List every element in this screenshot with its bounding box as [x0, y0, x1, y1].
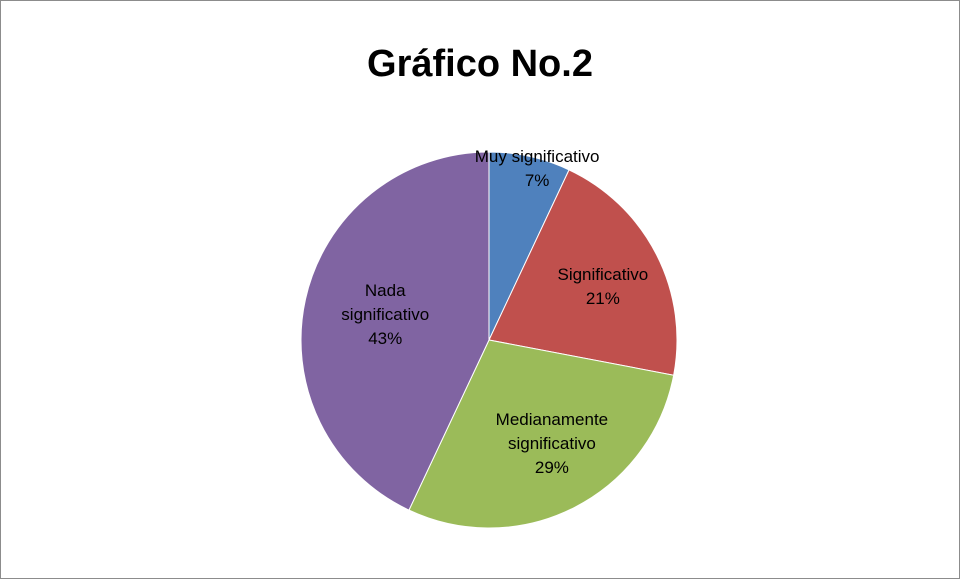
slice-percent: 7% — [524, 171, 550, 191]
chart-title: Gráfico No.2 — [367, 43, 593, 85]
data-label: Significativo 21% — [538, 263, 668, 311]
slice-name: Significativo — [557, 265, 649, 285]
pie-slice — [408, 339, 675, 529]
slice-percent: 43% — [368, 328, 403, 348]
slice-name: Nada significativo — [341, 280, 430, 324]
slice-name: Muy significativo — [474, 147, 600, 167]
slice-percent: 29% — [534, 457, 569, 477]
slice-percent: 21% — [585, 289, 620, 309]
pie-slice — [300, 151, 490, 511]
data-label: Medianamente significativo 29% — [487, 408, 617, 480]
data-label: Nada significativo 43% — [320, 279, 450, 351]
slice-name: Medianamente significativo — [495, 409, 609, 453]
data-label: Muy significativo 7% — [472, 145, 602, 193]
pie-slice — [488, 169, 678, 376]
